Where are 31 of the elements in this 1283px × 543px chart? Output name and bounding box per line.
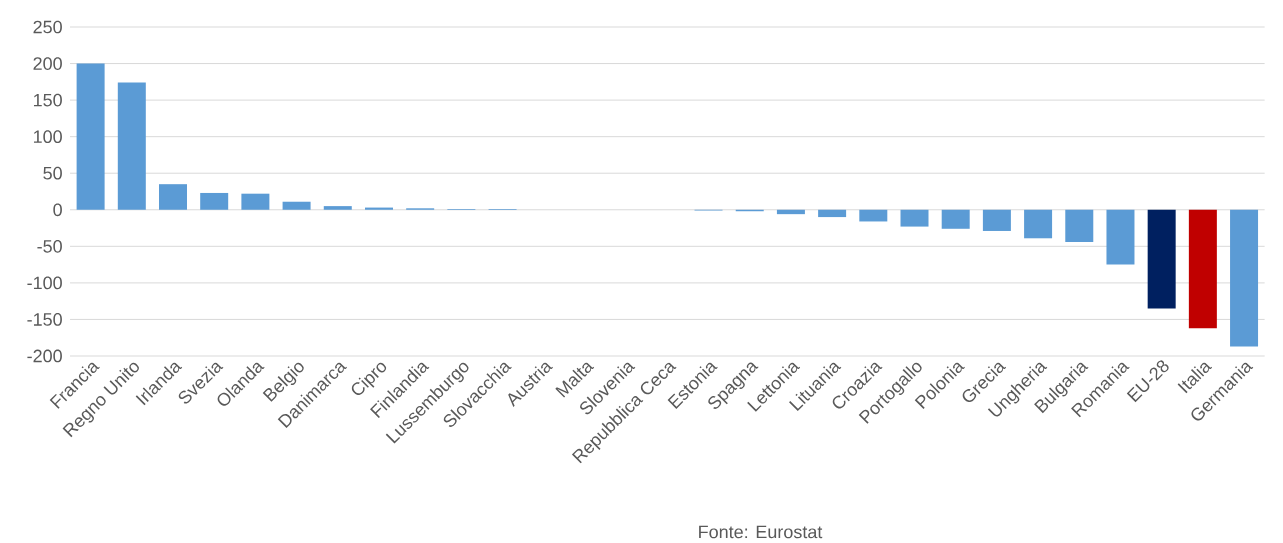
y-tick-label: 250 [33,20,62,34]
bar [117,82,146,210]
bar [1065,209,1094,242]
source-note: Fonte: Eurostat [699,525,823,539]
bar [364,207,393,210]
bar [282,201,311,210]
y-tick-label: 50 [43,166,62,180]
bar [1188,209,1217,329]
y-tick-label: -150 [27,313,62,326]
bar [1106,209,1135,265]
bar [941,209,970,229]
bar [818,209,847,218]
y-tick-label: -100 [27,276,62,290]
bar [900,209,929,227]
y-tick-label: 200 [33,57,62,70]
bar [1147,209,1176,309]
y-tick-label: -50 [37,239,62,253]
y-tick-label: 150 [33,93,62,107]
y-tick-label: 100 [33,130,62,144]
bar [76,63,105,210]
bar [200,192,229,210]
bar [159,184,187,210]
bar [241,193,270,210]
bar [1024,209,1053,239]
bar [859,209,888,222]
bar [323,206,352,210]
y-tick-label: 0 [53,203,62,217]
bar [776,209,805,215]
bar [1230,209,1259,347]
y-tick-label: -200 [27,349,62,363]
bar [982,209,1011,231]
